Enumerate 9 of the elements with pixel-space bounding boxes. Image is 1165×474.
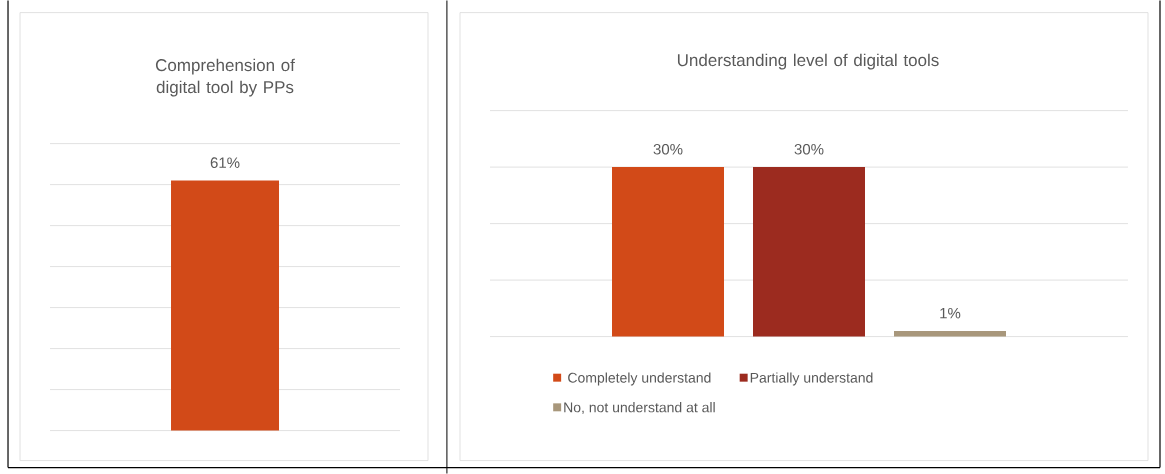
legend-label: Completely understand [568, 372, 711, 386]
data-label: 30% [794, 143, 824, 155]
data-label: 1% [940, 307, 961, 319]
legend-label: No, not understand at all [564, 401, 715, 414]
chart-title: Understanding level of digital tools [677, 53, 939, 70]
data-label: 61% [210, 157, 240, 168]
data-label: 30% [653, 143, 683, 155]
legend-label: Partially understand [750, 372, 873, 386]
chart-title: Comprehension of digital tool by PPs [155, 58, 295, 97]
